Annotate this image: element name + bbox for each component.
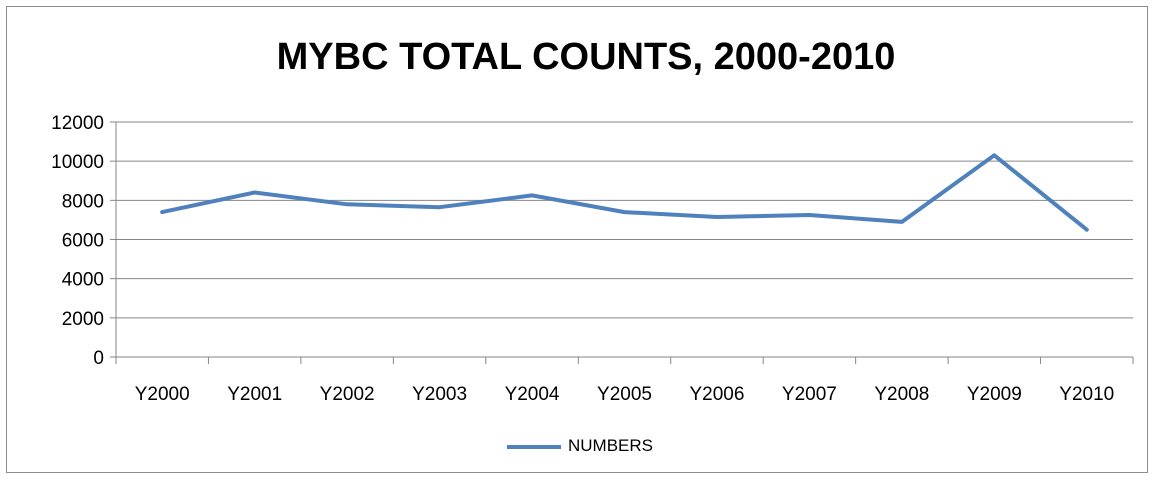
x-tick-label-Y2002: Y2002 bbox=[320, 384, 375, 405]
y-tick-label-4000: 4000 bbox=[62, 270, 104, 291]
x-tick-label-Y2003: Y2003 bbox=[412, 384, 467, 405]
gridlines bbox=[116, 121, 1133, 319]
x-tick-label-Y2006: Y2006 bbox=[689, 384, 744, 405]
legend-label-numbers: NUMBERS bbox=[568, 436, 654, 455]
x-tick-label-Y2005: Y2005 bbox=[597, 384, 652, 405]
y-tick-label-0: 0 bbox=[93, 348, 104, 369]
y-axis-ticks: 0 2000 4000 6000 8000 10000 12000 bbox=[51, 113, 116, 369]
x-tick-label-Y2001: Y2001 bbox=[227, 384, 282, 405]
x-tick-label-Y2009: Y2009 bbox=[967, 384, 1022, 405]
x-tick-label-Y2008: Y2008 bbox=[874, 384, 929, 405]
y-tick-label-12000: 12000 bbox=[51, 113, 104, 134]
x-tick-label-Y2000: Y2000 bbox=[135, 384, 190, 405]
x-tick-label-Y2007: Y2007 bbox=[782, 384, 837, 405]
y-tick-label-2000: 2000 bbox=[62, 309, 104, 330]
y-tick-label-6000: 6000 bbox=[62, 231, 104, 252]
y-tick-label-8000: 8000 bbox=[62, 191, 104, 212]
x-tick-label-Y2010: Y2010 bbox=[1059, 384, 1114, 405]
series-line-numbers bbox=[160, 153, 1089, 232]
x-tick-label-Y2004: Y2004 bbox=[505, 384, 560, 405]
axes bbox=[115, 122, 1133, 358]
x-axis-ticks: Y2000 Y2001 Y2002 Y2003 Y2004 Y2005 Y2006 Y2007… bbox=[115, 357, 1134, 405]
y-tick-label-10000: 10000 bbox=[51, 152, 104, 173]
series-layer bbox=[160, 153, 1089, 232]
chart-title: MYBC TOTAL COUNTS, 2000-2010 bbox=[276, 36, 896, 78]
